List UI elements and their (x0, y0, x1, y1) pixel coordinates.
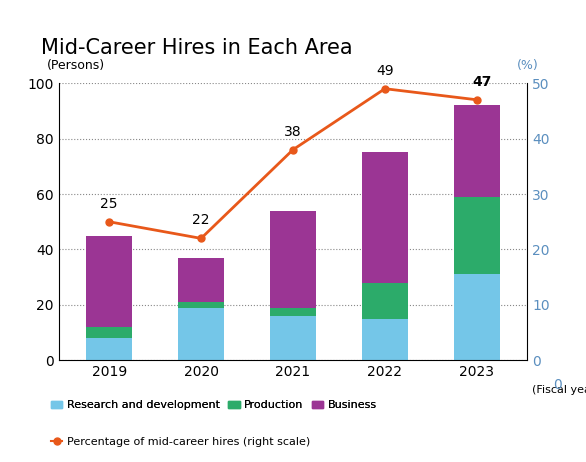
Bar (86, 338, 132, 360)
Text: (Fiscal year): (Fiscal year) (532, 385, 586, 395)
Bar (454, 105, 500, 197)
Bar (362, 283, 408, 319)
Text: (Persons): (Persons) (47, 59, 105, 72)
Bar (270, 308, 316, 316)
Bar (362, 152, 408, 283)
Text: 49: 49 (376, 64, 394, 78)
Percentage of mid-career hires (right scale) (473, 97, 481, 103)
Line: Percentage of mid-career hires (right scale): Percentage of mid-career hires (right sc… (105, 85, 481, 242)
Bar (454, 197, 500, 274)
Bar (178, 308, 224, 360)
Percentage of mid-career hires (right scale) (289, 147, 297, 152)
Percentage of mid-career hires (right scale) (381, 86, 389, 91)
Text: 25: 25 (100, 197, 118, 211)
Text: 22: 22 (192, 213, 210, 227)
Legend: Research and development, Production, Business: Research and development, Production, Bu… (46, 396, 381, 415)
Percentage of mid-career hires (right scale) (197, 236, 205, 241)
Bar (454, 274, 500, 360)
Bar (270, 211, 316, 308)
Bar (362, 319, 408, 360)
Text: 47: 47 (473, 75, 492, 89)
Text: Mid-Career Hires in Each Area: Mid-Career Hires in Each Area (41, 38, 353, 58)
Percentage of mid-career hires (right scale) (105, 219, 113, 225)
Bar (86, 236, 132, 327)
Text: 0: 0 (553, 378, 562, 392)
Text: (%): (%) (517, 59, 539, 72)
Bar (178, 302, 224, 308)
Text: 38: 38 (284, 125, 302, 139)
Bar (270, 316, 316, 360)
Bar (178, 258, 224, 302)
Legend: Percentage of mid-career hires (right scale): Percentage of mid-career hires (right sc… (46, 433, 314, 452)
Bar (86, 327, 132, 338)
